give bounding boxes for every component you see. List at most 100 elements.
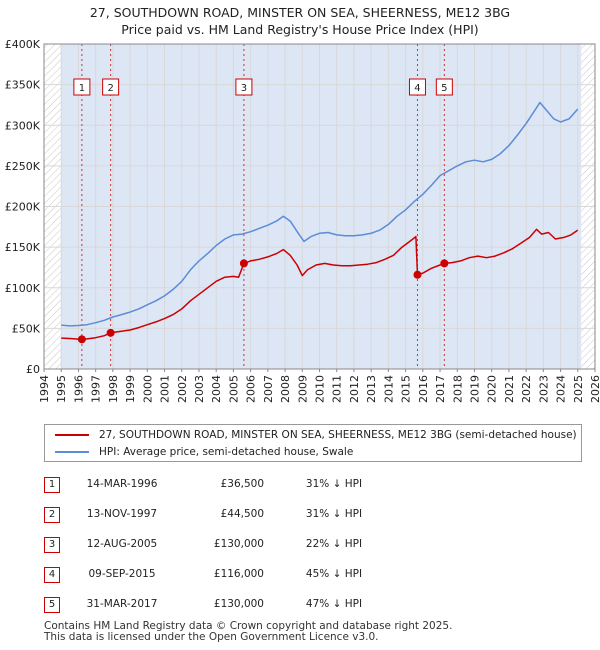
x-tick-label: 1998 [107,375,120,403]
sale-box [408,78,426,96]
y-tick-label: £400K [5,38,41,51]
legend: 27, SOUTHDOWN ROAD, MINSTER ON SEA, SHEE… [44,424,582,462]
sale-date: 13-NOV-1997 [86,508,158,520]
x-tick-label: 2023 [537,375,550,403]
sale-point [77,335,86,344]
legend-item-hpi: HPI: Average price, semi-detached house,… [55,444,353,460]
sale-number-badge: 3 [44,537,60,553]
x-tick-label: 2006 [245,375,258,403]
series-line-property [61,228,579,341]
x-tick-label: 2019 [468,375,481,403]
sale-box-label: 3 [241,83,247,94]
y-tick-label: £50K [12,322,41,335]
x-tick-label: 2021 [503,375,516,403]
x-tick-label: 2005 [227,375,240,403]
sale-number-badge: 2 [44,507,60,523]
x-tick-label: 2011 [331,375,344,403]
y-tick-label: £250K [5,160,41,173]
y-tick-label: £150K [5,241,41,254]
x-tick-label: 2022 [520,375,533,403]
x-tick-label: 2004 [210,375,223,403]
sale-hpi-diff: 31% ↓ HPI [305,508,363,520]
sale-point [239,259,248,268]
price-chart: 1 2 3 4 5 £0 £50K £100K £150K £200K £250K £300K £35… [5,38,600,403]
sale-point [413,270,422,279]
x-tick-label: 2000 [141,375,154,403]
sale-price: £44,500 [220,508,264,520]
sale-point [106,328,115,337]
sale-hpi-diff: 47% ↓ HPI [305,598,363,610]
footer-attribution: Contains HM Land Registry data © Crown c… [44,621,452,643]
sale-label-box: 5 [435,78,453,96]
x-tick-label: 2020 [486,375,499,403]
x-tick-label: 2014 [382,375,395,403]
series-line-hpi [61,101,579,327]
sale-price: £130,000 [213,598,264,610]
sale-price: £36,500 [220,478,264,490]
x-tick-label: 2013 [365,375,378,403]
title-line-2: Price paid vs. HM Land Registry's House … [121,22,479,37]
sale-box-label: 1 [79,83,85,94]
x-tick-label: 2003 [193,375,206,403]
x-tick-label: 2017 [434,375,447,403]
sale-box [73,78,91,96]
legend-swatch-property [55,434,89,436]
y-tick-label: £0 [26,363,40,376]
sale-box-label: 5 [441,83,447,94]
sale-number-badge: 1 [44,477,60,493]
x-tick-label: 2001 [159,375,172,403]
x-tick-label: 2008 [279,375,292,403]
x-tick-label: 2015 [400,375,413,403]
sale-hpi-diff: 31% ↓ HPI [305,478,363,490]
table-row: 3 12-AUG-2005 £130,000 22% ↓ HPI [44,532,444,562]
legend-label-property: 27, SOUTHDOWN ROAD, MINSTER ON SEA, SHEE… [99,429,577,441]
y-tick-label: £350K [5,79,41,92]
table-row: 5 31-MAR-2017 £130,000 47% ↓ HPI [44,592,444,622]
sales-table: 1 14-MAR-1996 £36,500 31% ↓ HPI 2 13-NOV… [44,472,444,622]
x-tick-label: 1999 [124,375,137,403]
x-tick-label: 2024 [555,375,568,403]
x-tick-label: 1996 [72,375,85,403]
sale-box [102,78,120,96]
sale-label-box: 1 [73,78,91,96]
sale-label-box: 3 [235,78,253,96]
x-tick-label: 2016 [417,375,430,403]
x-tick-label: 2012 [348,375,361,403]
sale-date: 31-MAR-2017 [86,598,158,610]
sale-box-label: 4 [414,83,420,94]
x-tick-label: 1997 [90,375,103,403]
y-tick-label: £100K [5,282,41,295]
sale-box [235,78,253,96]
sale-box-label: 2 [107,83,113,94]
sale-box [435,78,453,96]
sale-markers-layer: 1 2 3 4 5 [73,44,453,369]
legend-label-hpi: HPI: Average price, semi-detached house,… [99,446,354,458]
sale-date: 12-AUG-2005 [86,538,158,550]
sale-hpi-diff: 22% ↓ HPI [305,538,363,550]
sale-price: £116,000 [213,568,264,580]
x-tick-label: 2026 [589,375,600,403]
footer-line-2: This data is licensed under the Open Gov… [44,631,379,643]
title-line-1: 27, SOUTHDOWN ROAD, MINSTER ON SEA, SHEE… [89,5,511,20]
footer-line-1: Contains HM Land Registry data © Crown c… [44,620,453,632]
x-tick-label: 2025 [572,375,585,403]
y-tick-label: £300K [5,119,41,132]
y-tick-label: £200K [5,201,41,214]
axis-layer: £0 £50K £100K £150K £200K £250K £300K £350K £400… [5,38,600,403]
x-tick-label: 1994 [38,375,51,403]
sale-price: £130,000 [213,538,264,550]
x-tick-label: 2009 [296,375,309,403]
x-tick-label: 2018 [451,375,464,403]
sale-date: 14-MAR-1996 [86,478,158,490]
legend-item-property: 27, SOUTHDOWN ROAD, MINSTER ON SEA, SHEE… [55,427,577,443]
x-tick-label: 2007 [262,375,275,403]
series-layer [61,101,579,344]
table-row: 2 13-NOV-1997 £44,500 31% ↓ HPI [44,502,444,532]
sale-hpi-diff: 45% ↓ HPI [305,568,363,580]
x-tick-label: 1995 [55,375,68,403]
x-tick-label: 2010 [314,375,327,403]
sale-label-box: 2 [102,78,120,96]
sale-date: 09-SEP-2015 [88,568,156,580]
chart-title: 27, SOUTHDOWN ROAD, MINSTER ON SEA, SHEE… [0,4,600,38]
sale-number-badge: 4 [44,567,60,583]
